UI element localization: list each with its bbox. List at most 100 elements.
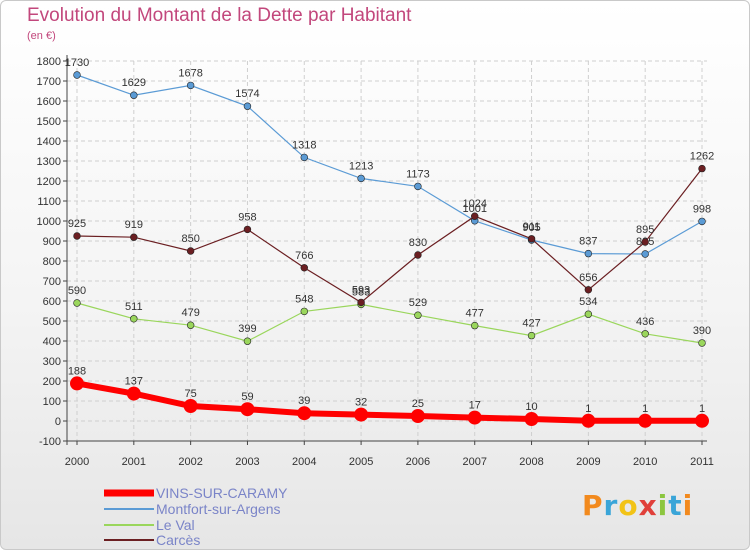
data-label: 593	[352, 284, 370, 296]
data-label: 390	[693, 325, 711, 337]
data-label: 1024	[462, 198, 486, 210]
legend-label: Montfort-sur-Argens	[156, 501, 280, 517]
y-tick-label: 1700	[37, 76, 61, 88]
data-point	[471, 321, 479, 330]
data-point	[70, 376, 84, 391]
x-tick-label: 2007	[462, 456, 486, 468]
data-label: 1262	[690, 151, 714, 163]
x-tick-label: 2011	[690, 456, 714, 468]
data-point	[414, 311, 422, 319]
data-label: 1	[585, 403, 591, 415]
data-label: 39	[298, 395, 310, 407]
x-tick-label: 2005	[349, 456, 373, 468]
data-label: 137	[125, 376, 143, 388]
data-point	[584, 286, 593, 294]
data-point	[240, 402, 255, 417]
y-tick-label: 100	[43, 396, 61, 408]
data-point	[186, 321, 195, 329]
data-label: 1001	[462, 203, 486, 215]
data-label: 427	[522, 318, 540, 330]
y-tick-label: 300	[43, 356, 61, 368]
y-tick-label: 600	[43, 296, 61, 308]
data-label: 511	[125, 301, 143, 313]
data-point	[414, 182, 422, 191]
data-point	[695, 413, 709, 428]
data-label: 850	[181, 233, 199, 245]
data-label: 529	[409, 297, 427, 309]
series-line-0	[76, 380, 702, 424]
data-point	[698, 164, 706, 173]
series-line-1	[76, 74, 703, 255]
data-point	[130, 233, 138, 241]
data-label: 32	[355, 397, 367, 409]
data-point	[243, 337, 252, 345]
data-label: 766	[295, 250, 313, 262]
data-point	[130, 315, 138, 323]
x-tick-label: 2000	[65, 456, 89, 468]
data-label: 1213	[349, 160, 373, 172]
y-tick-label: 800	[43, 256, 61, 268]
y-tick-label: 900	[43, 236, 61, 248]
data-label: 477	[466, 308, 484, 320]
data-label: 479	[181, 307, 199, 319]
data-label: 925	[68, 218, 86, 230]
data-point	[73, 232, 81, 240]
series-line-3	[76, 168, 703, 304]
data-point	[300, 264, 308, 272]
legend-label: Le Val	[156, 517, 195, 533]
x-tick-label: 2001	[122, 456, 146, 468]
data-point	[638, 413, 653, 428]
data-label: 590	[68, 285, 86, 297]
data-label: 958	[238, 211, 256, 223]
data-point	[300, 307, 308, 316]
x-tick-label: 2004	[292, 456, 316, 468]
y-tick-label: 1200	[37, 176, 61, 188]
data-label: 436	[636, 316, 654, 328]
series-line-2	[76, 302, 703, 344]
data-label: 1	[699, 403, 705, 415]
data-label: 837	[579, 236, 597, 248]
y-tick-label: 1500	[37, 116, 61, 128]
y-tick-label: 0	[55, 416, 61, 428]
y-tick-label: 1600	[37, 96, 61, 108]
data-label: 188	[68, 365, 86, 377]
data-label: 656	[579, 272, 597, 284]
data-point	[73, 71, 81, 79]
chart-title: Evolution du Montant de la Dette par Hab…	[27, 5, 412, 26]
data-label: 548	[295, 293, 313, 305]
data-label: 10	[525, 401, 537, 413]
proxiti-logo: Proxiti	[582, 489, 694, 522]
data-label: 1678	[178, 67, 202, 79]
y-tick-label: 1100	[37, 196, 61, 208]
data-label: 1318	[292, 139, 316, 151]
x-tick-label: 2002	[178, 456, 202, 468]
data-label: 75	[185, 388, 197, 400]
data-point	[641, 250, 649, 258]
data-label: 911	[523, 221, 541, 233]
data-point	[584, 310, 593, 318]
data-point	[581, 413, 596, 428]
data-point	[186, 81, 195, 90]
x-tick-label: 2006	[406, 456, 430, 468]
data-point	[584, 249, 593, 258]
data-label: 583	[352, 286, 370, 298]
y-tick-label: 1800	[37, 56, 61, 68]
y-tick-label: -100	[39, 436, 61, 448]
data-point	[297, 406, 312, 421]
data-label: 1	[642, 403, 648, 415]
data-label: 998	[693, 203, 711, 215]
data-point	[126, 386, 141, 401]
x-tick-label: 2010	[633, 456, 657, 468]
data-label: 919	[125, 219, 143, 231]
data-point	[183, 399, 198, 413]
data-point	[130, 91, 138, 99]
data-point	[471, 212, 479, 220]
data-point	[698, 339, 706, 347]
y-tick-label: 500	[43, 316, 61, 328]
data-label: 1173	[406, 168, 430, 180]
data-point	[186, 247, 195, 255]
data-label: 1574	[235, 88, 259, 100]
data-point	[354, 407, 369, 422]
